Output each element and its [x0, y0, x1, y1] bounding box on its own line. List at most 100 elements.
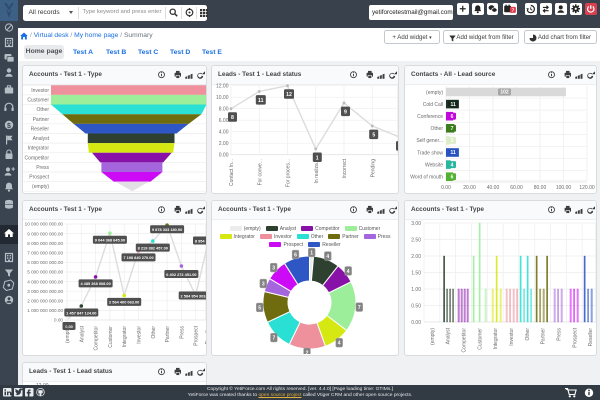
svg-text:8 000 000 000.00: 8 000 000 000.00	[27, 241, 63, 246]
svg-text:1.50: 1.50	[411, 270, 421, 276]
svg-text:2: 2	[306, 350, 309, 354]
svg-text:(empty): (empty)	[65, 326, 71, 343]
svg-text:11: 11	[451, 102, 457, 108]
svg-text:Incorrect: Incorrect	[342, 158, 348, 178]
svg-text:2 564 400 063.00: 2 564 400 063.00	[109, 300, 139, 305]
svg-text:Investor: Investor	[509, 328, 515, 346]
svg-text:Partner: Partner	[541, 328, 547, 345]
svg-text:Reseller: Reseller	[588, 328, 594, 347]
svg-text:8: 8	[231, 115, 234, 121]
svg-text:8.00: 8.00	[219, 107, 229, 113]
svg-text:$: $	[7, 123, 11, 130]
svg-text:7: 7	[273, 336, 276, 342]
svg-text:1 457 847 124.00: 1 457 847 124.00	[66, 310, 96, 315]
svg-text:8 954 170 233.00: 8 954 170 233.00	[195, 238, 206, 243]
svg-text:Analyst: Analyst	[446, 327, 452, 344]
svg-text:Integrator: Integrator	[28, 146, 50, 152]
svg-text:(empty): (empty)	[32, 184, 49, 190]
svg-text:Competitor: Competitor	[25, 155, 50, 161]
svg-text:3: 3	[262, 281, 265, 287]
svg-text:11: 11	[258, 98, 264, 104]
svg-text:Customer: Customer	[27, 98, 49, 104]
svg-text:5 000 000 000.00: 5 000 000 000.00	[27, 270, 63, 275]
svg-text:12.00: 12.00	[216, 84, 229, 90]
svg-text:0.00: 0.00	[411, 320, 421, 326]
svg-text:Trade show: Trade show	[417, 150, 443, 156]
svg-text:4: 4	[326, 254, 329, 260]
svg-text:5: 5	[372, 132, 375, 138]
svg-text:7: 7	[512, 8, 515, 14]
svg-text:60.00: 60.00	[510, 185, 523, 191]
svg-text:7 000 000 000.00: 7 000 000 000.00	[27, 251, 63, 256]
svg-text:Other: Other	[525, 328, 531, 341]
svg-text:9 000 000 000.00: 9 000 000 000.00	[27, 231, 63, 236]
svg-text:4.00: 4.00	[219, 130, 229, 136]
svg-text:9 044 368 645.00: 9 044 368 645.00	[95, 238, 125, 243]
svg-text:9: 9	[344, 109, 347, 115]
svg-text:Press: Press	[36, 165, 49, 171]
svg-text:Contact In...: Contact In...	[229, 159, 235, 186]
svg-text:11: 11	[451, 150, 457, 156]
svg-text:Integrator: Integrator	[493, 328, 499, 350]
svg-text:2 000 000 000.00: 2 000 000 000.00	[27, 299, 63, 304]
svg-text:Press: Press	[179, 326, 185, 339]
svg-text:Analyst: Analyst	[33, 136, 50, 142]
svg-text:6: 6	[294, 252, 297, 258]
svg-text:8 219 382 457.00: 8 219 382 457.00	[138, 245, 168, 250]
svg-text:Competitor: Competitor	[94, 326, 100, 351]
svg-text:3.00: 3.00	[411, 221, 421, 227]
svg-text:Analyst: Analyst	[79, 325, 85, 342]
svg-text:1: 1	[316, 155, 319, 161]
svg-text:Press: Press	[557, 328, 563, 341]
svg-text:Customer: Customer	[477, 328, 483, 350]
svg-text:Prospect: Prospect	[194, 325, 200, 345]
svg-text:4: 4	[338, 341, 341, 347]
svg-text:4: 4	[451, 162, 454, 168]
svg-text:Reseller: Reseller	[205, 326, 206, 345]
svg-text:Integrator: Integrator	[122, 326, 128, 348]
svg-text:Pending: Pending	[370, 159, 376, 178]
svg-text:For conve...: For conve...	[257, 159, 263, 185]
svg-text:Prospect: Prospect	[572, 327, 578, 347]
svg-text:120.00: 120.00	[579, 185, 595, 191]
svg-text:(empty): (empty)	[430, 328, 436, 345]
svg-text:Competitor: Competitor	[462, 328, 468, 353]
svg-text:5: 5	[258, 305, 261, 311]
svg-text:7: 7	[358, 305, 361, 311]
svg-text:3 000 000 000.00: 3 000 000 000.00	[27, 289, 63, 294]
svg-text:4: 4	[347, 269, 350, 275]
svg-text:(empty): (empty)	[426, 90, 443, 96]
svg-text:1.00: 1.00	[411, 287, 421, 293]
svg-text:Self gener...: Self gener...	[416, 138, 443, 144]
svg-text:Cold Call: Cold Call	[423, 102, 443, 108]
svg-text:6.00: 6.00	[219, 118, 229, 124]
svg-text:40.00: 40.00	[487, 185, 500, 191]
svg-text:1 000 000 000.00: 1 000 000 000.00	[27, 308, 63, 313]
svg-text:For proces...: For proces...	[286, 159, 292, 187]
svg-text:Investor: Investor	[137, 326, 143, 344]
svg-text:Website: Website	[425, 162, 443, 168]
svg-text:1: 1	[310, 250, 313, 256]
svg-text:Unclassified: Unclassified	[399, 159, 400, 186]
svg-text:2 584 954 303.00: 2 584 954 303.00	[181, 293, 206, 298]
svg-text:7 198 840 270.00: 7 198 840 270.00	[123, 255, 153, 260]
svg-text:12: 12	[286, 92, 292, 98]
svg-text:7: 7	[451, 126, 454, 132]
svg-text:Partner: Partner	[33, 117, 50, 123]
svg-text:0.00: 0.00	[441, 185, 451, 191]
svg-text:10.00: 10.00	[216, 95, 229, 101]
svg-text:Investor: Investor	[31, 88, 49, 94]
svg-text:3: 3	[272, 266, 275, 272]
svg-text:Conference: Conference	[417, 114, 443, 120]
svg-text:20.00: 20.00	[463, 185, 476, 191]
svg-text:Partner: Partner	[165, 326, 171, 343]
svg-text:0.50: 0.50	[411, 303, 421, 309]
svg-text:Prospect: Prospect	[29, 175, 49, 181]
svg-text:0.00: 0.00	[65, 324, 73, 329]
svg-text:Other: Other	[151, 326, 157, 339]
svg-text:80.00: 80.00	[534, 185, 547, 191]
svg-text:In realiza...: In realiza...	[314, 159, 320, 183]
svg-text:10 000 000 000.00: 10 000 000 000.00	[25, 222, 64, 227]
svg-text:Other: Other	[36, 107, 49, 113]
svg-text:Other: Other	[430, 126, 443, 132]
